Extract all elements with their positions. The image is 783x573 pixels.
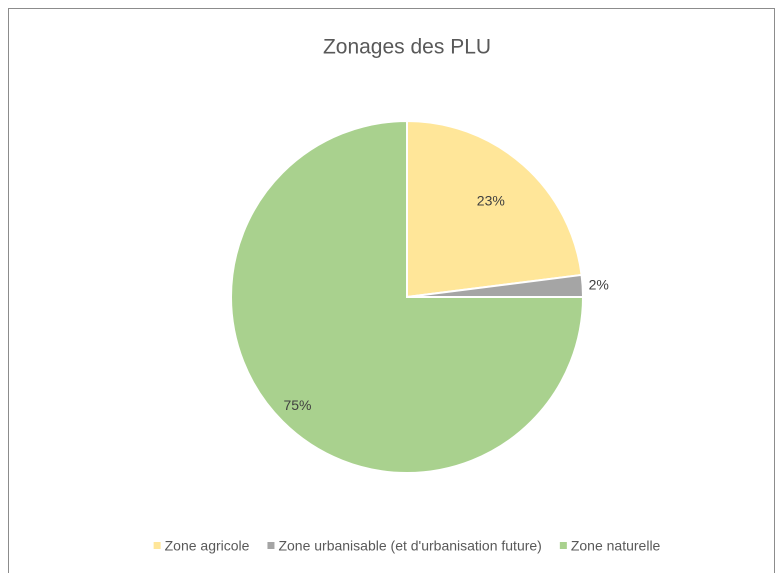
pie-slice <box>230 119 585 474</box>
legend-label: Zone naturelle <box>571 538 661 554</box>
data-label: 23% <box>477 193 505 209</box>
pie-slice <box>406 119 583 299</box>
data-label: 2% <box>589 276 609 292</box>
legend-label: Zone urbanisable (et d'urbanisation futu… <box>278 538 541 554</box>
chart-title: Zonages des PLU <box>323 36 491 59</box>
legend-swatch <box>559 542 567 549</box>
legend-swatch <box>153 542 161 549</box>
legend-label: Zone agricole <box>165 538 250 554</box>
data-label: 75% <box>283 397 311 413</box>
legend-swatch <box>267 542 275 549</box>
